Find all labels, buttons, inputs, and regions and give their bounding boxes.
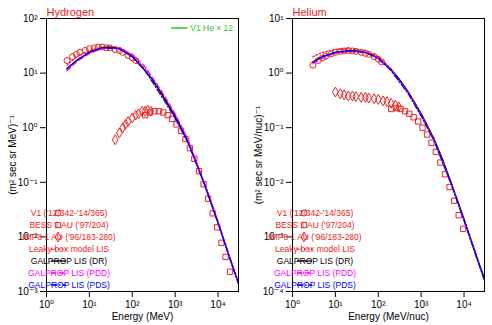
- svg-text:10⁻³: 10⁻³: [17, 285, 38, 297]
- svg-text:10⁴: 10⁴: [210, 299, 225, 310]
- svg-text:IMP8 1 AU ('96/183-280): IMP8 1 AU ('96/183-280): [22, 232, 115, 242]
- svg-text:10⁻²: 10⁻²: [264, 177, 284, 188]
- svg-text:(m² sec sr MeV/nuc)⁻¹: (m² sec sr MeV/nuc)⁻¹: [253, 105, 264, 204]
- svg-text:GALPROP LIS (PDS): GALPROP LIS (PDS): [28, 280, 110, 290]
- svg-text:GALPROP LIS (DR): GALPROP LIS (DR): [31, 256, 108, 266]
- svg-text:Energy (MeV/nuc): Energy (MeV/nuc): [348, 311, 429, 322]
- svg-text:GALPROP LIS (PDD): GALPROP LIS (PDD): [28, 268, 110, 278]
- svg-text:Hydrogen: Hydrogen: [47, 6, 95, 18]
- svg-text:Leaky-box model LIS: Leaky-box model LIS: [275, 244, 355, 254]
- svg-text:(m² sec sr MeV)⁻¹: (m² sec sr MeV)⁻¹: [7, 114, 18, 194]
- svg-text:Energy (MeV): Energy (MeV): [112, 311, 174, 322]
- svg-text:10²: 10²: [371, 299, 386, 310]
- svg-text:GALPROP LIS (PDS): GALPROP LIS (PDS): [274, 280, 356, 290]
- svg-text:10²: 10²: [23, 13, 38, 24]
- svg-text:10¹: 10¹: [269, 13, 284, 24]
- svg-text:Helium: Helium: [293, 6, 327, 18]
- svg-text:Leaky-box model LIS: Leaky-box model LIS: [29, 244, 109, 254]
- svg-text:10³: 10³: [414, 299, 429, 310]
- svg-text:10⁰: 10⁰: [22, 122, 37, 133]
- svg-text:10⁰: 10⁰: [285, 299, 300, 310]
- svg-text:10⁰: 10⁰: [268, 67, 283, 78]
- svg-text:GALPROP LIS (PDD): GALPROP LIS (PDD): [274, 268, 356, 278]
- svg-text:10¹: 10¹: [23, 67, 38, 78]
- svg-text:10¹: 10¹: [328, 299, 343, 310]
- svg-text:10⁻¹: 10⁻¹: [18, 177, 38, 188]
- svg-text:GALPROP LIS (DR): GALPROP LIS (DR): [277, 256, 354, 266]
- svg-text:10²: 10²: [125, 299, 140, 310]
- svg-text:10⁴: 10⁴: [456, 299, 471, 310]
- svg-text:IMP8 1 AU ('96/183-280): IMP8 1 AU ('96/183-280): [268, 232, 361, 242]
- svg-text:10³: 10³: [168, 299, 183, 310]
- svg-text:BESS 1 AU ('97/204): BESS 1 AU ('97/204): [29, 220, 108, 230]
- svg-text:BESS 1 AU ('97/204): BESS 1 AU ('97/204): [275, 220, 354, 230]
- svg-text:V1 ('12/342-'14/365): V1 ('12/342-'14/365): [277, 208, 354, 218]
- svg-text:10⁻⁴: 10⁻⁴: [262, 285, 284, 297]
- svg-text:V1 ('12/342-'14/365): V1 ('12/342-'14/365): [31, 208, 108, 218]
- svg-text:10⁰: 10⁰: [39, 299, 54, 310]
- svg-text:10⁻¹: 10⁻¹: [264, 122, 284, 133]
- svg-text:10¹: 10¹: [82, 299, 97, 310]
- svg-text:V1 He × 12: V1 He × 12: [190, 23, 233, 33]
